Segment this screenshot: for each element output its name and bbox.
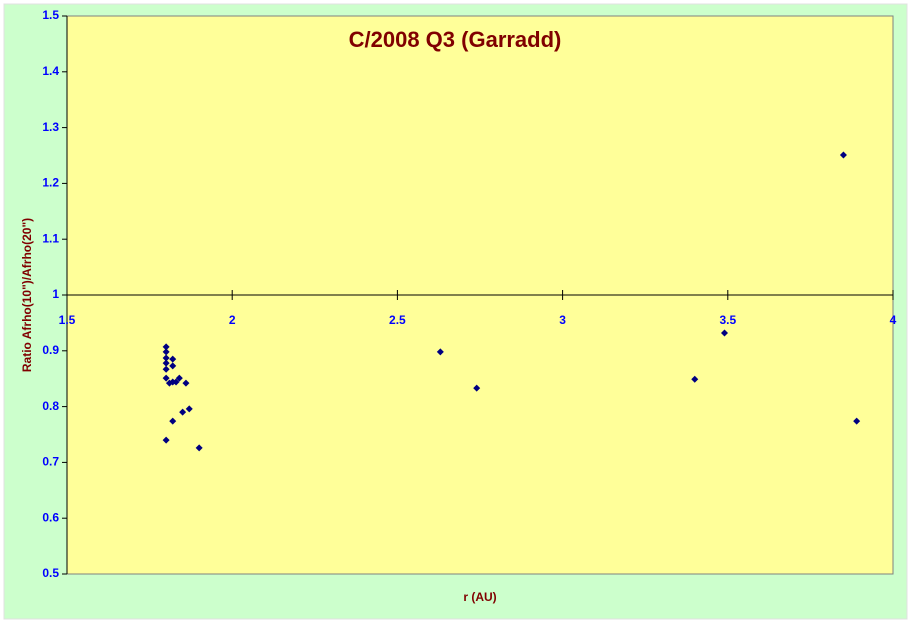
x-tick-label: 3.5 bbox=[719, 313, 736, 327]
y-tick-label: 1.2 bbox=[42, 176, 59, 190]
point bbox=[169, 417, 177, 425]
x-tick-label: 1.5 bbox=[59, 313, 76, 327]
point bbox=[182, 379, 190, 387]
point bbox=[162, 354, 170, 362]
x-tick-label: 4 bbox=[890, 313, 897, 327]
y-tick-label: 1.4 bbox=[42, 64, 59, 78]
x-tick-label: 3 bbox=[559, 313, 566, 327]
point bbox=[473, 384, 481, 392]
point bbox=[162, 374, 170, 382]
x-axis-title: r (AU) bbox=[463, 590, 496, 604]
x-tick-label: 2 bbox=[229, 313, 236, 327]
y-tick-label: 1 bbox=[52, 287, 59, 301]
y-tick-label: 0.7 bbox=[42, 455, 59, 469]
point bbox=[195, 444, 203, 452]
y-tick-label: 0.8 bbox=[42, 399, 59, 413]
point bbox=[839, 151, 847, 159]
point bbox=[162, 365, 170, 373]
point bbox=[162, 359, 170, 367]
chart-title: C/2008 Q3 (Garradd) bbox=[349, 27, 562, 52]
point bbox=[162, 436, 170, 444]
point bbox=[691, 375, 699, 383]
y-tick-label: 1.1 bbox=[42, 231, 59, 245]
point bbox=[179, 408, 187, 416]
point bbox=[162, 348, 170, 356]
point bbox=[175, 374, 183, 382]
point bbox=[169, 362, 177, 370]
point bbox=[720, 329, 728, 337]
point bbox=[172, 378, 180, 386]
y-tick-label: 0.6 bbox=[42, 510, 59, 524]
y-tick-label: 0.9 bbox=[42, 343, 59, 357]
x-tick-label: 2.5 bbox=[389, 313, 406, 327]
y-tick-label: 1.5 bbox=[42, 8, 59, 22]
point bbox=[169, 355, 177, 363]
y-tick-label: 0.5 bbox=[42, 566, 59, 580]
y-axis-title: Ratio Afrho(10")/Afrho(20") bbox=[20, 218, 34, 372]
point bbox=[185, 405, 193, 413]
point bbox=[162, 343, 170, 351]
point bbox=[436, 348, 444, 356]
point bbox=[853, 417, 861, 425]
y-tick-label: 1.3 bbox=[42, 120, 59, 134]
